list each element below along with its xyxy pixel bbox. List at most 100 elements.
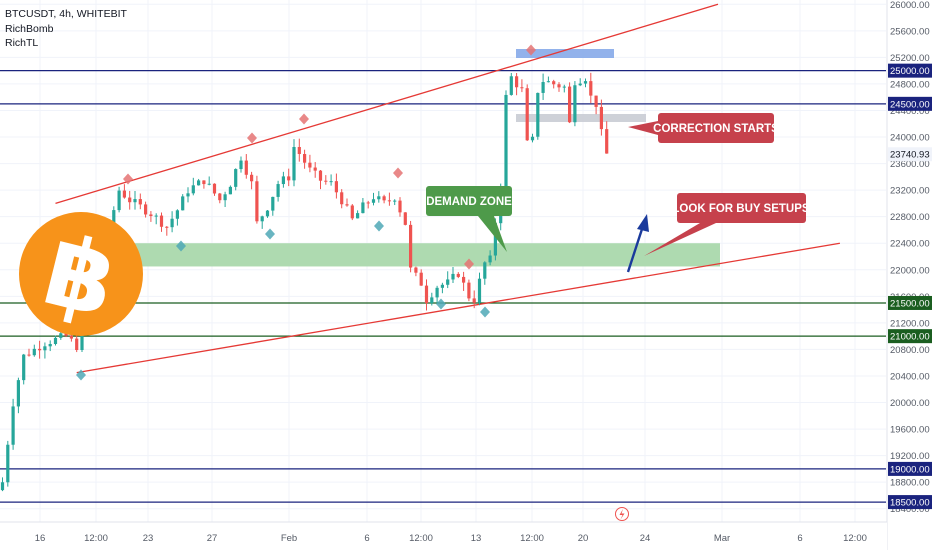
candle[interactable]	[48, 340, 52, 352]
indicator-richtl[interactable]: RichTL	[5, 37, 39, 49]
candle[interactable]	[398, 197, 402, 217]
pivot-high-marker[interactable]	[299, 113, 309, 125]
candle[interactable]	[573, 81, 577, 127]
current-price-tag[interactable]	[888, 147, 932, 162]
candle[interactable]	[228, 185, 232, 195]
candle[interactable]	[334, 173, 338, 199]
candle[interactable]	[27, 348, 31, 357]
candle[interactable]	[366, 200, 370, 209]
pivot-high-marker[interactable]	[247, 132, 257, 144]
price-level-tag[interactable]	[888, 96, 932, 111]
price-axis[interactable]	[887, 0, 932, 550]
candle[interactable]	[451, 267, 455, 284]
candle[interactable]	[424, 279, 429, 311]
candle[interactable]	[350, 204, 354, 221]
candle[interactable]	[536, 92, 540, 140]
candle[interactable]	[128, 190, 132, 210]
candle[interactable]	[159, 212, 164, 232]
candle[interactable]	[43, 342, 47, 359]
candle[interactable]	[212, 183, 217, 196]
candle[interactable]	[605, 121, 609, 154]
candle[interactable]	[154, 213, 158, 225]
candle[interactable]	[318, 169, 323, 190]
pivot-high-marker[interactable]	[123, 173, 133, 185]
candle[interactable]	[11, 398, 15, 450]
candle[interactable]	[207, 176, 211, 186]
pivot-high-marker[interactable]	[526, 44, 536, 56]
candle[interactable]	[53, 335, 58, 346]
candle[interactable]	[281, 171, 285, 188]
candle[interactable]	[525, 84, 529, 142]
candle[interactable]	[361, 198, 365, 214]
candle[interactable]	[276, 180, 280, 202]
candle[interactable]	[181, 194, 185, 211]
time-axis[interactable]	[0, 522, 887, 550]
candle[interactable]	[414, 266, 418, 277]
candle[interactable]	[393, 199, 397, 206]
candle[interactable]	[218, 192, 222, 204]
candle[interactable]	[234, 168, 238, 191]
price-level-tag[interactable]	[888, 495, 932, 510]
candle[interactable]	[303, 149, 307, 169]
pivot-low-marker[interactable]	[176, 240, 186, 252]
candle[interactable]	[467, 279, 471, 302]
candle[interactable]	[382, 194, 386, 204]
demand-zone[interactable]	[132, 243, 720, 267]
candle[interactable]	[387, 192, 391, 206]
candle[interactable]	[504, 90, 508, 192]
candle[interactable]	[557, 82, 561, 92]
buy-arrow[interactable]	[626, 214, 649, 273]
candle[interactable]	[308, 154, 312, 173]
candle[interactable]	[117, 186, 121, 213]
candle[interactable]	[440, 282, 444, 294]
candle[interactable]	[260, 215, 264, 229]
price-level-tag[interactable]	[888, 295, 932, 310]
demand-zone-callout[interactable]: DEMAND ZONE	[426, 186, 512, 252]
candle[interactable]	[329, 174, 333, 186]
upper-trendline[interactable]	[55, 3, 719, 205]
candle[interactable]	[589, 72, 593, 104]
event-marker[interactable]	[615, 507, 629, 521]
pivot-low-marker[interactable]	[76, 369, 86, 381]
candle[interactable]	[239, 156, 243, 173]
candle[interactable]	[356, 210, 360, 219]
candle[interactable]	[202, 180, 206, 189]
symbol-title[interactable]: BTCUSDT, 4h, WHITEBIT	[5, 8, 127, 20]
candle[interactable]	[191, 177, 195, 196]
buy-setups-callout[interactable]: LOOK FOR BUY SETUPS	[644, 193, 810, 256]
candle[interactable]	[313, 162, 317, 178]
candle[interactable]	[175, 209, 179, 226]
candle[interactable]	[435, 285, 439, 304]
candle[interactable]	[530, 133, 535, 143]
candle[interactable]	[324, 175, 328, 185]
candle[interactable]	[32, 344, 36, 357]
pivot-high-marker[interactable]	[393, 167, 403, 179]
candle[interactable]	[578, 78, 582, 87]
candle[interactable]	[138, 193, 142, 210]
candle[interactable]	[456, 272, 460, 279]
indicator-richbomb[interactable]: RichBomb	[5, 22, 54, 35]
candle[interactable]	[541, 73, 545, 100]
candle[interactable]	[446, 271, 450, 289]
pivot-low-marker[interactable]	[265, 228, 275, 240]
pivot-low-marker[interactable]	[374, 220, 384, 232]
candle[interactable]	[419, 269, 423, 286]
candle[interactable]	[377, 191, 381, 203]
candle[interactable]	[292, 139, 296, 187]
correction-box[interactable]	[516, 114, 646, 122]
candle[interactable]	[409, 220, 413, 273]
candle[interactable]	[186, 187, 190, 203]
candle[interactable]	[515, 73, 519, 96]
candle[interactable]	[149, 211, 153, 222]
correction-callout[interactable]: CORRECTION STARTS	[628, 113, 779, 143]
candle[interactable]	[144, 201, 148, 218]
pivot-high-marker[interactable]	[464, 258, 474, 270]
candle[interactable]	[340, 189, 344, 209]
candle[interactable]	[250, 171, 254, 190]
candle[interactable]	[122, 184, 126, 199]
candle[interactable]	[197, 178, 201, 186]
candle[interactable]	[483, 261, 487, 285]
candle[interactable]	[472, 290, 476, 309]
candle[interactable]	[583, 78, 588, 88]
price-level-tag[interactable]	[888, 63, 932, 78]
